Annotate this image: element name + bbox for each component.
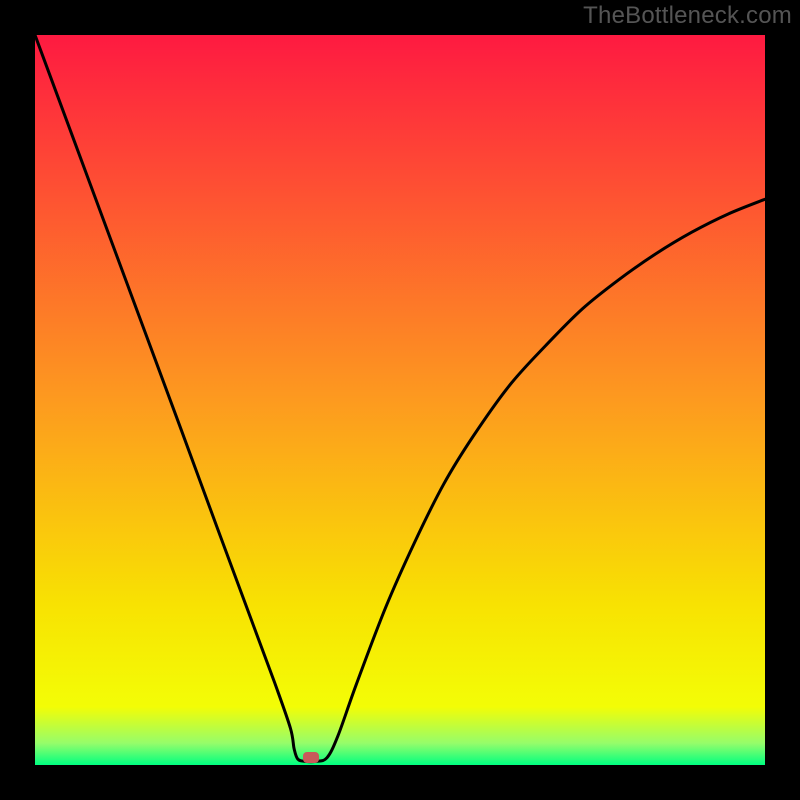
- chart-frame: TheBottleneck.com: [0, 0, 800, 800]
- bottleneck-curve: [35, 35, 765, 765]
- watermark-text: TheBottleneck.com: [583, 2, 792, 30]
- plot-area: [35, 35, 765, 765]
- vertex-marker: [303, 752, 319, 763]
